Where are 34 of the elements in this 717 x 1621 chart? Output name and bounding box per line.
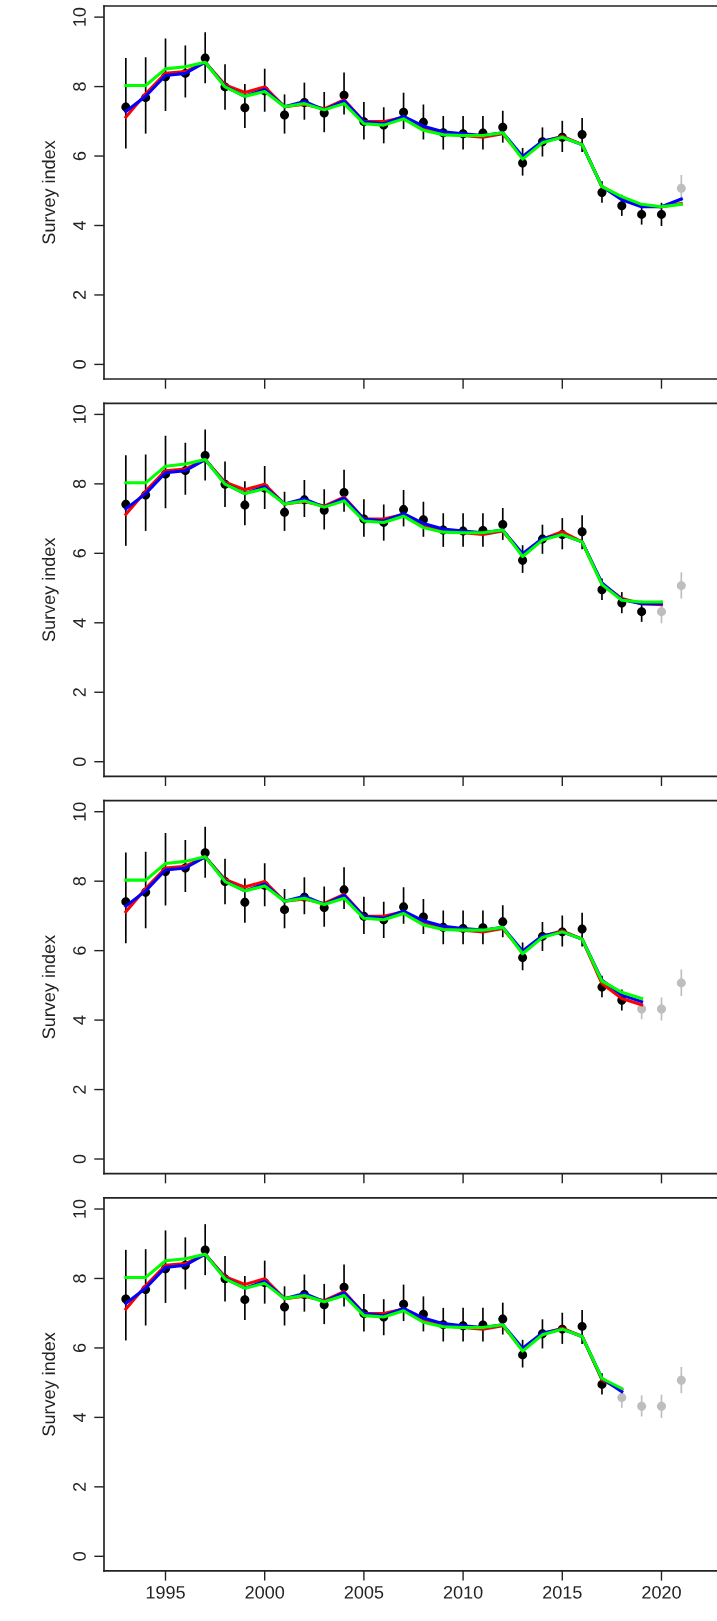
y-tick-label: 4 — [73, 1412, 86, 1422]
y-tick-label: 2 — [73, 1482, 86, 1491]
y-tick-label: 8 — [73, 82, 86, 91]
x-tick-label: 2010 — [443, 1585, 483, 1599]
y-tick-label: 8 — [73, 1274, 86, 1283]
y-tick-label: 10 — [73, 802, 86, 821]
y-tick-label: 0 — [73, 1154, 86, 1164]
y-axis-title: Survey index — [41, 935, 59, 1039]
y-tick-label: 6 — [73, 151, 86, 161]
y-tick-label: 4 — [73, 618, 86, 628]
y-tick-label: 2 — [73, 1085, 86, 1094]
y-tick-label: 0 — [73, 1552, 86, 1561]
y-tick-label: 0 — [73, 360, 86, 369]
y-tick-label: 0 — [73, 757, 86, 767]
y-tick-label: 10 — [73, 405, 86, 424]
y-tick-label: 6 — [73, 549, 86, 558]
y-tick-label: 6 — [73, 946, 86, 955]
y-tick-label: 8 — [73, 876, 86, 886]
y-tick-label: 10 — [73, 1199, 86, 1218]
y-tick-label: 6 — [73, 1343, 86, 1353]
x-tick-label: 2020 — [642, 1585, 681, 1599]
y-tick-label: 4 — [73, 1015, 86, 1025]
y-tick-label: 4 — [73, 221, 86, 231]
y-tick-label: 2 — [73, 688, 86, 697]
y-axis-title: Survey index — [41, 537, 59, 642]
y-axis-title: Survey index — [41, 1332, 59, 1436]
x-tick-label: 2005 — [344, 1585, 384, 1599]
y-tick-label: 10 — [73, 7, 86, 26]
y-tick-label: 8 — [73, 479, 86, 489]
y-axis-title: Survey index — [41, 140, 59, 244]
y-tick-label: 2 — [73, 290, 86, 300]
x-tick-label: 2015 — [543, 1585, 582, 1599]
x-tick-label: 1995 — [146, 1585, 185, 1599]
x-tick-label: 2000 — [245, 1585, 285, 1599]
